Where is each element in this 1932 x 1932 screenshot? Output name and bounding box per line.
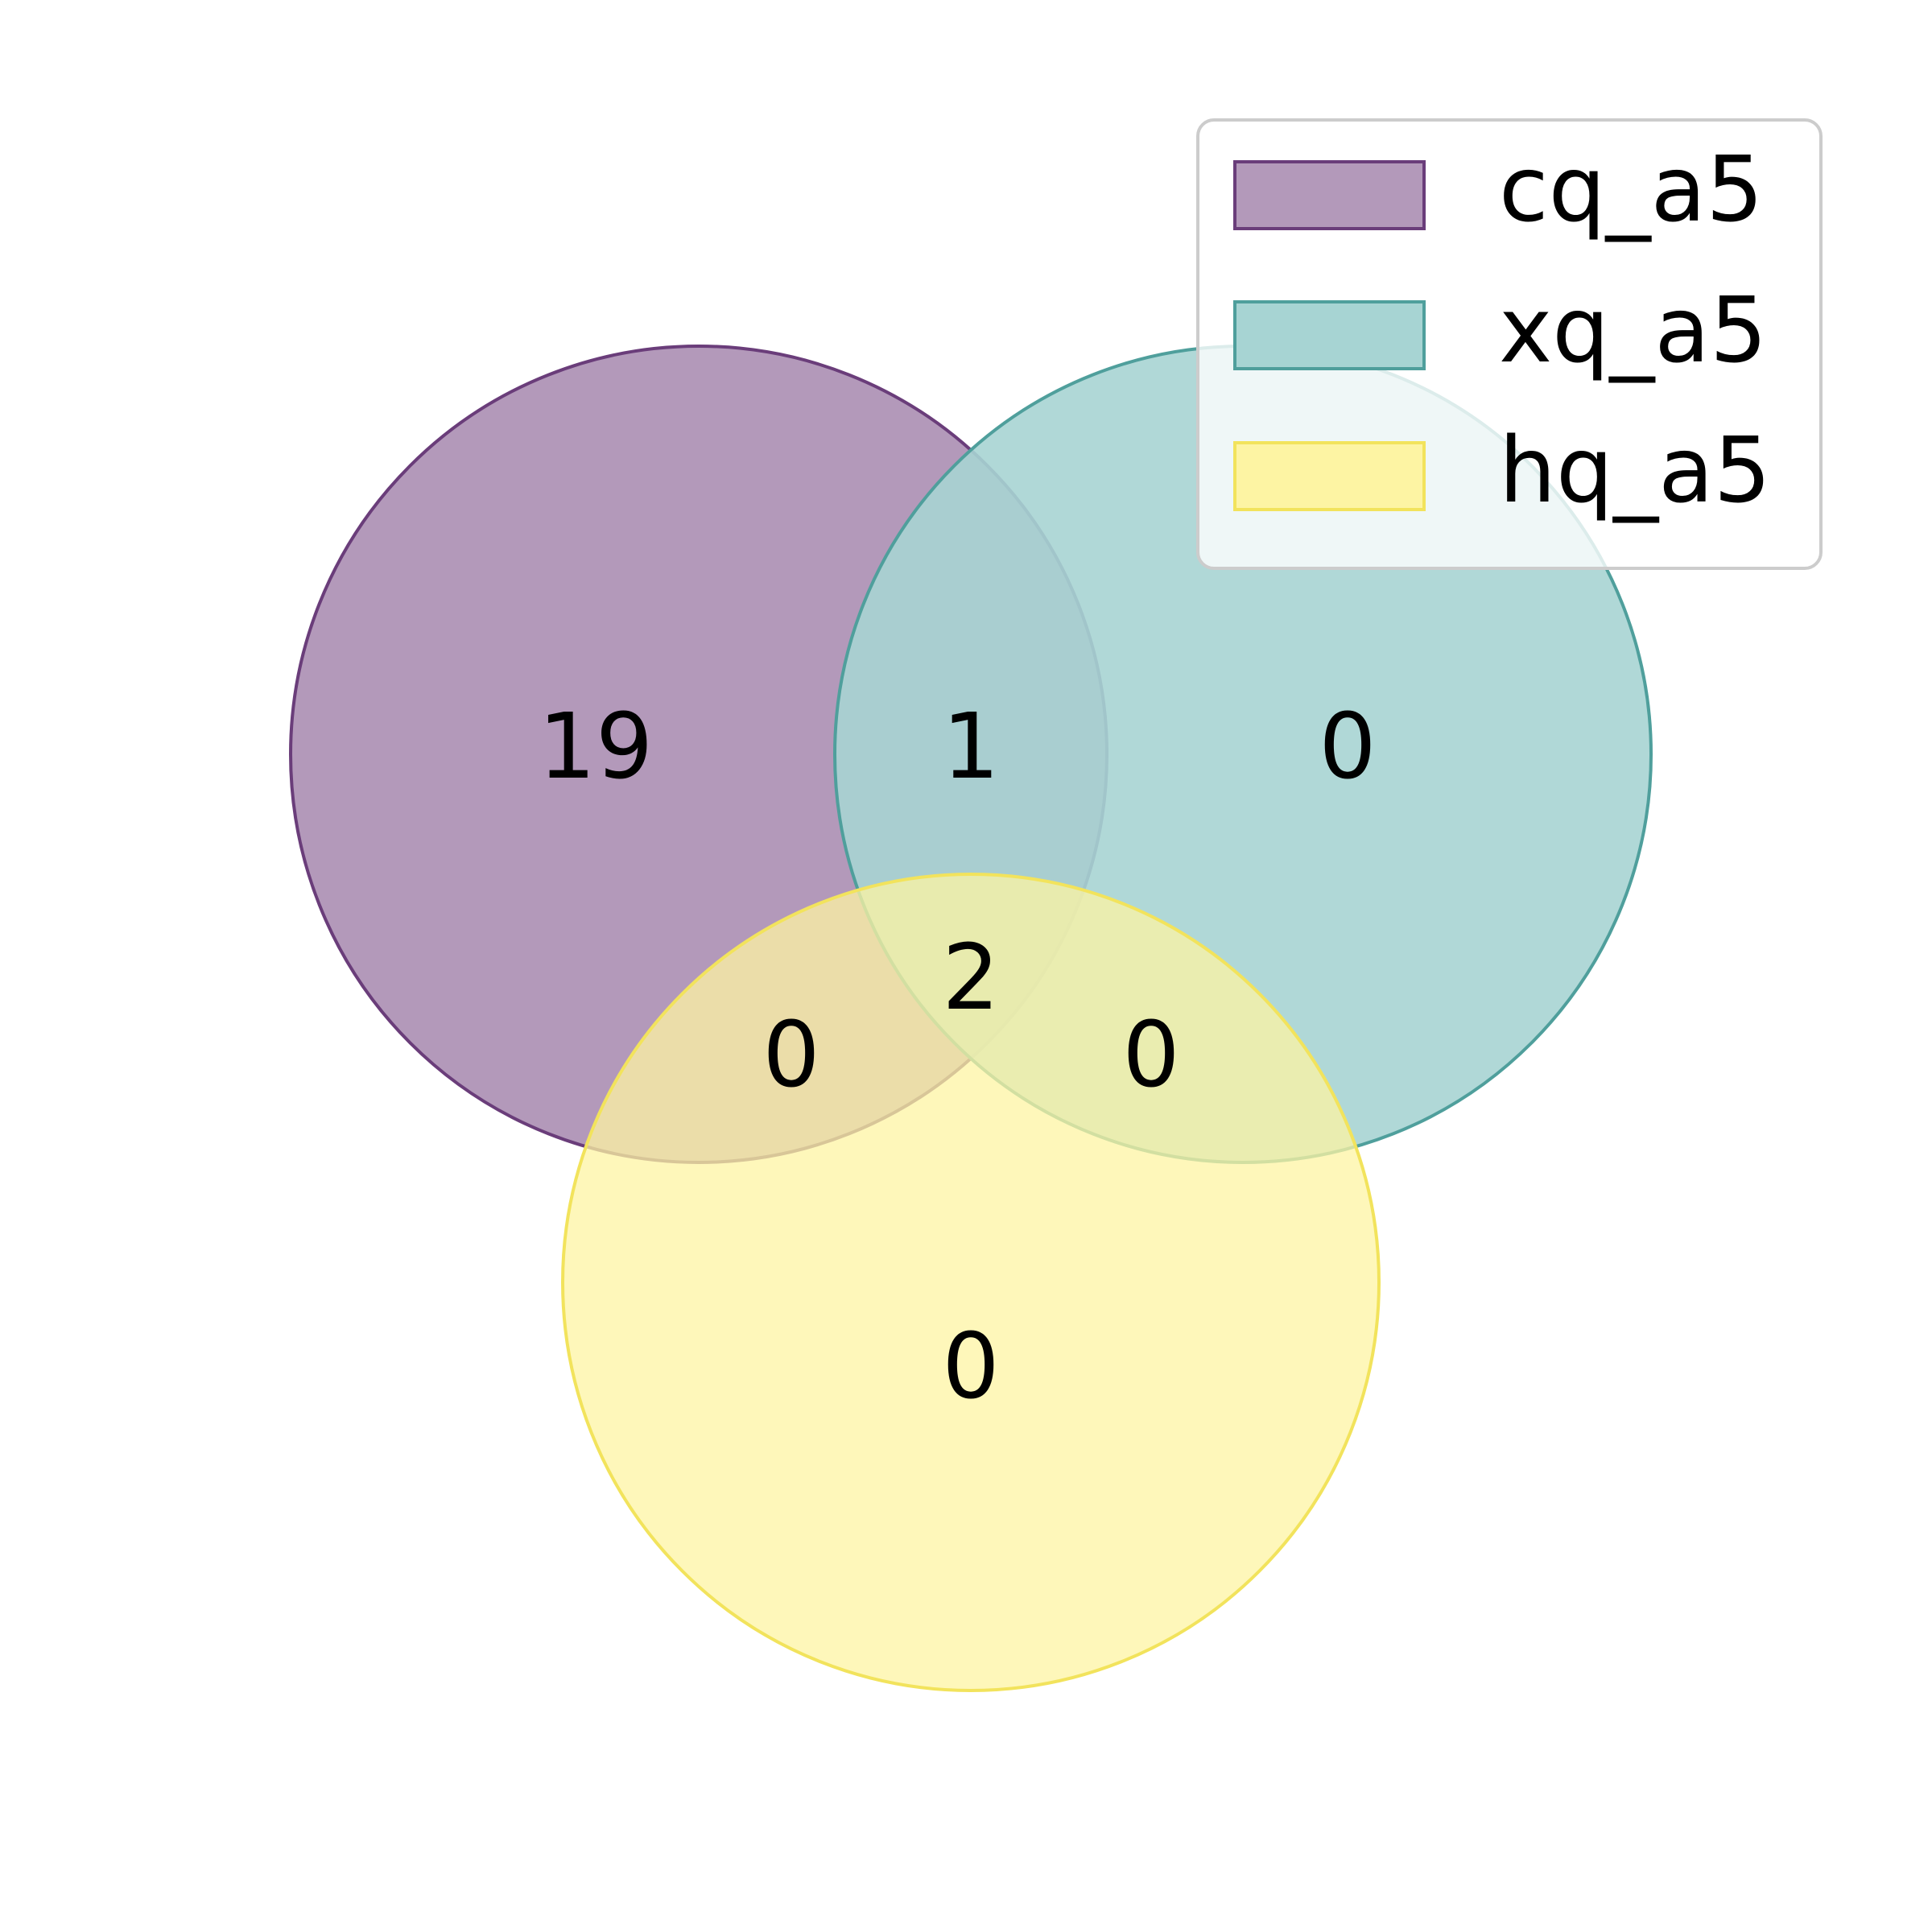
set-circle-hq-a5 (561, 873, 1381, 1692)
count-cq-a5-xq-a5: 1 (942, 695, 999, 799)
legend-swatch-hq-a5 (1233, 441, 1426, 511)
legend-label-xq-a5: xq_a5 (1499, 279, 1767, 383)
legend: cq_a5 xq_a5 hq_a5 (1196, 118, 1823, 570)
legend-label-hq-a5: hq_a5 (1499, 419, 1771, 523)
count-xq-a5-only: 0 (1319, 695, 1376, 799)
region-counts: 19 1 0 2 0 0 0 (539, 695, 1377, 1419)
count-cq-a5-only: 19 (539, 695, 654, 799)
legend-swatch-cq-a5 (1233, 160, 1426, 230)
legend-label-cq-a5: cq_a5 (1499, 138, 1764, 242)
count-cq-a5-hq-a5: 0 (762, 1003, 819, 1108)
count-all-three: 2 (942, 926, 999, 1030)
count-hq-a5-only: 0 (942, 1315, 999, 1419)
legend-swatch-xq-a5 (1233, 300, 1426, 370)
count-xq-a5-hq-a5: 0 (1122, 1003, 1179, 1108)
